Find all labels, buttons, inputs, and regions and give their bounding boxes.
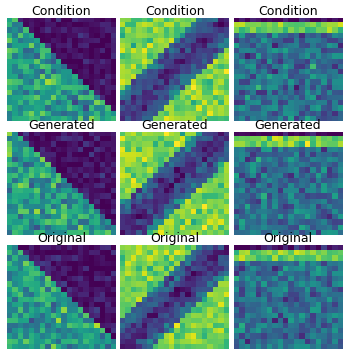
Title: Condition: Condition	[258, 5, 318, 18]
Title: Generated: Generated	[255, 119, 321, 132]
Title: Generated: Generated	[142, 119, 208, 132]
Title: Condition: Condition	[31, 5, 91, 18]
Title: Condition: Condition	[145, 5, 204, 18]
Title: Generated: Generated	[28, 119, 95, 132]
Title: Original: Original	[37, 232, 86, 245]
Title: Original: Original	[264, 232, 313, 245]
Title: Original: Original	[150, 232, 199, 245]
